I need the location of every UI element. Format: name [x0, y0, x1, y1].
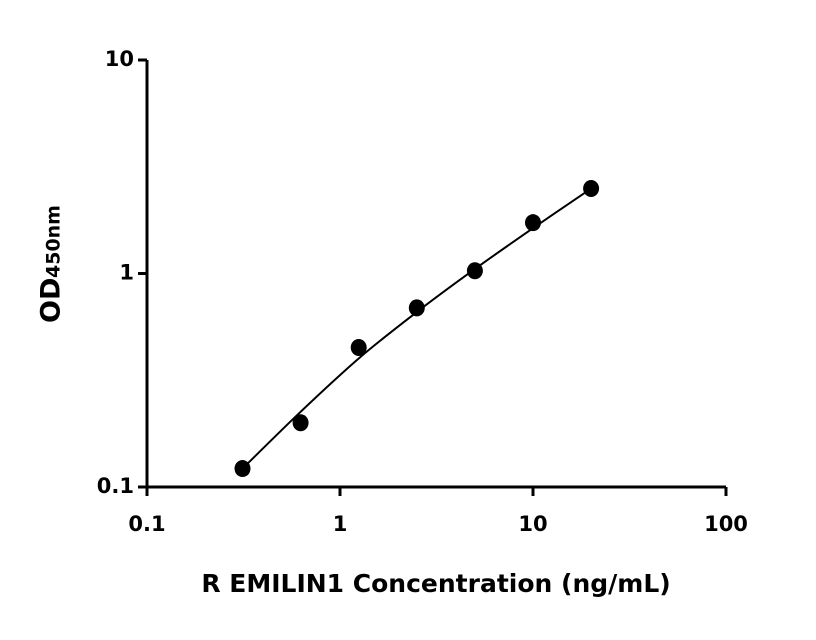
- data-point: [466, 262, 483, 280]
- y-tick-label: 1: [119, 261, 134, 285]
- y-axis-title: OD: [36, 278, 67, 323]
- x-tick-label: 0.1: [128, 512, 165, 536]
- y-tick-label: 10: [105, 47, 134, 71]
- y-axis-title-sub: 450nm: [43, 205, 65, 278]
- data-point: [292, 414, 309, 432]
- data-point: [583, 180, 600, 198]
- x-tick-label: 100: [704, 512, 748, 536]
- y-axis-title-group: OD 450nm: [36, 205, 67, 323]
- data-point: [408, 299, 425, 317]
- x-tick-label: 1: [333, 512, 348, 536]
- y-tick-label: 0.1: [97, 474, 134, 498]
- data-point: [350, 339, 367, 357]
- data-point: [525, 214, 541, 232]
- data-point: [234, 460, 251, 478]
- x-axis-title: R EMILIN1 Concentration (ng/mL): [201, 569, 670, 598]
- x-tick-label: 10: [518, 512, 547, 536]
